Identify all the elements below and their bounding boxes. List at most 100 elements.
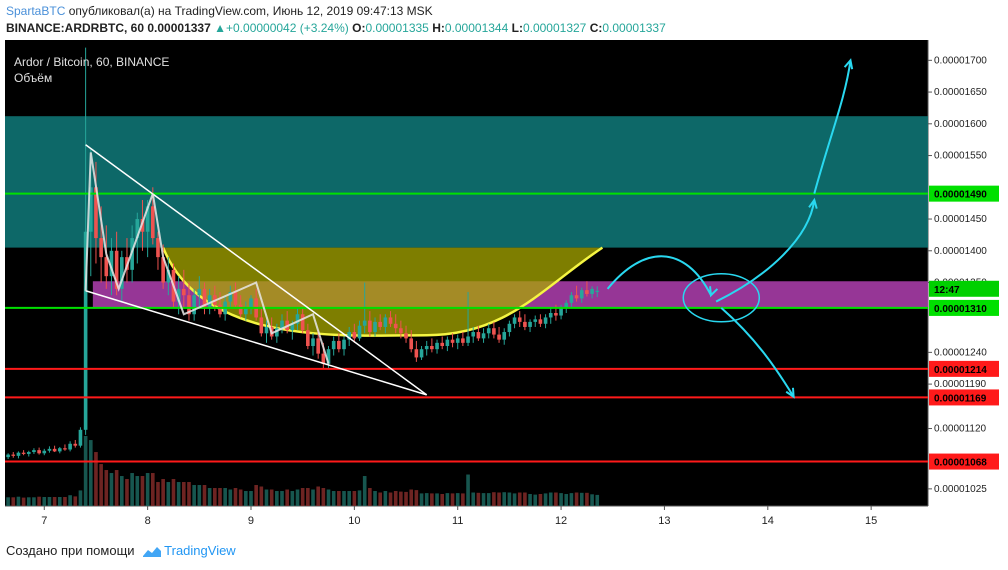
volume-bar (590, 494, 594, 506)
wave-path (84, 152, 330, 365)
candle-body (424, 346, 429, 350)
volume-bar (331, 491, 336, 506)
candle-body (450, 339, 455, 343)
wedge-lower-line (85, 290, 427, 396)
x-tick-label: 7 (41, 515, 47, 527)
tradingview-brand[interactable]: TradingView (164, 543, 236, 558)
footer: Создано при помощи TradingView (6, 543, 236, 558)
candle-body (119, 257, 124, 289)
candle-body (373, 321, 377, 333)
y-tick-label: 0.00001190 (934, 379, 987, 390)
volume-bar (554, 492, 558, 506)
candle-body (161, 257, 165, 283)
volume-bar (311, 489, 315, 506)
y-tick-label: 0.00001650 (934, 87, 987, 98)
candle-body (471, 332, 476, 337)
candle-body (37, 450, 41, 454)
volume-bar (471, 492, 476, 506)
open-label: O: (352, 21, 366, 35)
candle-body (42, 450, 47, 454)
x-tick-label: 10 (348, 515, 360, 527)
volume-bar (564, 494, 569, 506)
candle-body (331, 340, 336, 350)
price-chart[interactable]: 0.00001700 0.00001650 0.00001600 0.00001550… (0, 40, 1008, 536)
candle-body (399, 328, 403, 334)
candle-body (52, 448, 57, 452)
y-tick-label: 0.00001400 (934, 246, 987, 257)
volume-bar (94, 452, 98, 506)
volume-bar (280, 491, 284, 506)
volume-bar (486, 493, 491, 506)
wedge-upper-line (85, 144, 428, 396)
candle-body (207, 295, 212, 308)
volume-bar (109, 473, 114, 506)
candle-body (135, 219, 140, 239)
volume-bar (300, 488, 305, 506)
volume-bar (99, 464, 103, 506)
y-tick-label: 0.00001240 (934, 347, 987, 358)
volume-bar (16, 496, 21, 506)
volume-bar (176, 482, 181, 506)
candle-body (21, 452, 26, 454)
candle-body (228, 292, 233, 302)
volume-bar (68, 495, 72, 506)
volume-bar (507, 492, 512, 506)
volume-bar (533, 494, 538, 506)
candle-body (554, 312, 558, 316)
time-axis (5, 506, 1004, 534)
candle-body (362, 320, 367, 326)
candle-body (528, 321, 532, 327)
volume-bar (207, 488, 212, 506)
candle-body (486, 328, 491, 334)
level-price-tag (929, 360, 999, 377)
candle-body (6, 454, 10, 458)
candle-body (548, 312, 553, 318)
volume-bar (259, 486, 264, 506)
volume-bar (244, 491, 248, 506)
volume-bar (326, 489, 331, 506)
candle-body (73, 443, 78, 446)
volume-bar (254, 485, 258, 506)
candle-body (114, 250, 119, 289)
volume-bar (497, 492, 501, 506)
volume-bar (171, 479, 176, 506)
candle-body (559, 307, 563, 316)
volume-bar (378, 492, 383, 506)
candle-body (357, 325, 362, 339)
candle-body (295, 314, 300, 324)
volume-bar (409, 489, 414, 506)
candle-body (57, 448, 62, 452)
candle-body (259, 317, 264, 334)
author-name[interactable]: SpartaBTC (6, 4, 66, 18)
volume-bar (125, 479, 129, 506)
volume-bar (481, 493, 486, 506)
candle-body (244, 307, 248, 315)
up-triangle-icon: ▲ (214, 21, 226, 35)
arrowhead-up-icon (808, 197, 818, 209)
candle-body (290, 323, 295, 331)
volume-bar (306, 488, 310, 506)
candle-body (533, 319, 538, 322)
candle-body (104, 257, 109, 277)
candle-body (481, 333, 486, 339)
price-change: +0.00000042 (+3.24%) (226, 21, 349, 35)
chart-title: Ardor / Bitcoin, 60, BINANCE (14, 55, 169, 69)
countdown-label: 12:47 (934, 285, 960, 296)
candle-body (316, 338, 320, 354)
volume-bar (440, 494, 445, 506)
low-value: 0.00001327 (522, 21, 587, 35)
candle-body (94, 187, 98, 239)
volume-bar (161, 479, 165, 506)
level-price-tag-label: 0.00001310 (934, 304, 987, 315)
scenario-arrow-down (720, 307, 795, 398)
candle-body (564, 302, 569, 308)
volume-bar (32, 497, 36, 506)
candle-body (404, 333, 408, 339)
volume-bar (192, 485, 196, 506)
level-price-tag-label: 0.00001068 (934, 458, 987, 469)
volume-bar (295, 489, 300, 506)
x-tick-label: 12 (555, 515, 567, 527)
x-tick-label: 9 (248, 515, 254, 527)
volume-bar (548, 492, 553, 506)
candle-body (409, 338, 414, 350)
